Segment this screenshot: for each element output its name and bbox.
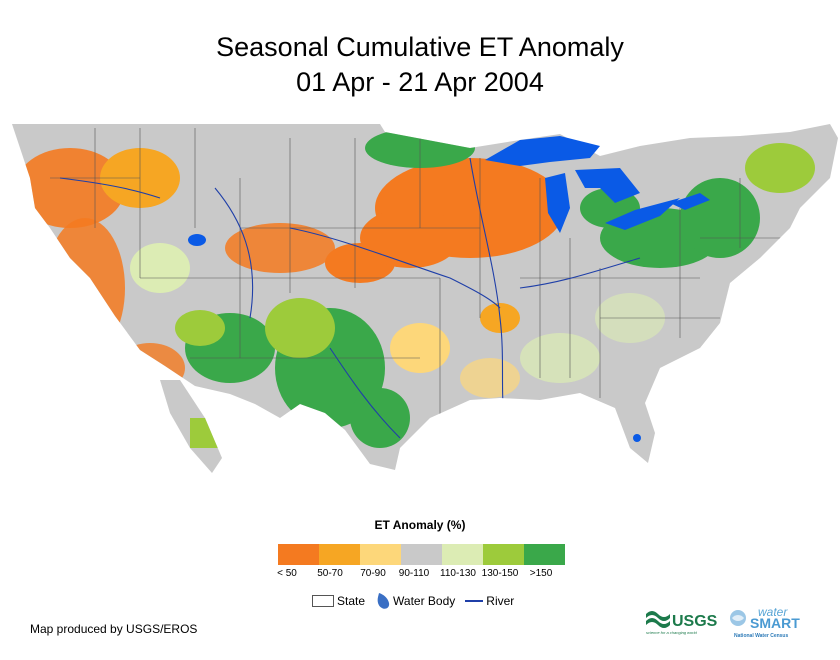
water-drop-icon bbox=[377, 593, 390, 609]
river-line-icon bbox=[465, 600, 484, 602]
usgs-logo: USGS science for a changing world bbox=[646, 611, 718, 635]
key-river-label: River bbox=[486, 594, 515, 608]
state-borders bbox=[50, 128, 800, 418]
legend-label-4: 90-110 bbox=[398, 568, 430, 579]
legend-label-5: 110-130 bbox=[440, 568, 476, 579]
agency-logos: USGS science for a changing world water … bbox=[646, 605, 800, 639]
legend-label-7: >150 bbox=[529, 568, 553, 579]
legend-swatch-2 bbox=[319, 544, 360, 565]
legend-swatch-3 bbox=[360, 544, 401, 565]
us-et-anomaly-map bbox=[12, 124, 838, 473]
watersmart-logo: water SMART National Water Census bbox=[730, 605, 800, 639]
legend-label-2: 50-70 bbox=[317, 568, 343, 579]
legend-label-3: 70-90 bbox=[360, 568, 386, 579]
key-water: Water Body bbox=[375, 592, 455, 610]
key-state: State bbox=[312, 594, 365, 608]
legend-color-bar bbox=[278, 544, 565, 565]
legend-swatch-4 bbox=[401, 544, 442, 565]
title-line-2: 01 Apr - 21 Apr 2004 bbox=[296, 67, 544, 98]
usgs-tagline: science for a changing world bbox=[646, 630, 697, 635]
legend-swatch-1 bbox=[278, 544, 319, 565]
census-logo-text: National Water Census bbox=[734, 633, 788, 639]
lake-okeechobee bbox=[633, 434, 641, 442]
map-title: Seasonal Cumulative ET Anomaly 01 Apr - … bbox=[0, 30, 840, 100]
legend-labels: < 50 50-70 70-90 90-110 110-130 130-150 … bbox=[277, 568, 565, 582]
state-swatch-icon bbox=[312, 595, 334, 607]
great-salt-lake bbox=[188, 234, 206, 246]
credit-text: Map produced by USGS/EROS bbox=[30, 622, 198, 636]
title-line-1: Seasonal Cumulative ET Anomaly bbox=[216, 32, 624, 62]
legend-swatch-7 bbox=[524, 544, 565, 565]
feature-key: State Water Body River bbox=[312, 592, 524, 610]
us-landmass bbox=[12, 124, 838, 470]
key-state-label: State bbox=[337, 594, 366, 608]
legend-swatch-5 bbox=[442, 544, 483, 565]
legend-label-6: 130-150 bbox=[481, 568, 519, 579]
legend-swatch-6 bbox=[483, 544, 524, 565]
water-logo-text: water bbox=[758, 605, 788, 619]
usgs-logo-text: USGS bbox=[672, 613, 718, 630]
key-river: River bbox=[465, 594, 514, 608]
rivers bbox=[59, 157, 641, 439]
great-lakes bbox=[485, 136, 710, 233]
smart-logo-text: SMART bbox=[750, 615, 800, 631]
key-water-label: Water Body bbox=[393, 594, 456, 608]
legend-title: ET Anomaly (%) bbox=[374, 518, 466, 532]
legend-label-1: < 50 bbox=[277, 568, 297, 579]
